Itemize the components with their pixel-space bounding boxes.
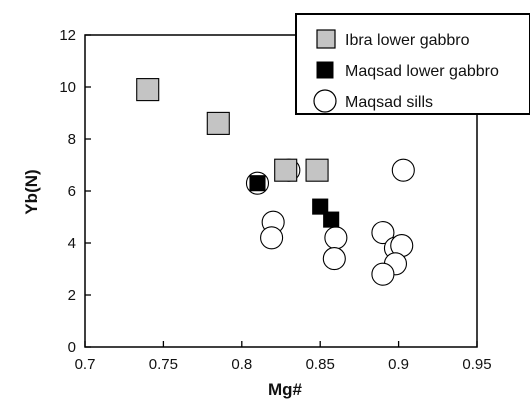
- x-tick-label: 0.7: [75, 356, 96, 373]
- y-tick-label: 8: [68, 131, 76, 148]
- x-tick-label: 0.8: [231, 356, 252, 373]
- y-axis-title: Yb(N): [22, 169, 41, 214]
- legend-marker-maqsad-lower-gabbro: [316, 61, 334, 79]
- data-point-ibra-lower-gabbro: [136, 78, 160, 102]
- legend: Ibra lower gabbro Maqsad lower gabbro Ma…: [295, 13, 530, 115]
- legend-marker-maqsad-sills: [313, 89, 337, 113]
- data-point-maqsad-lower-gabbro: [323, 211, 340, 228]
- data-point-ibra-lower-gabbro: [274, 158, 298, 182]
- data-point-maqsad-lower-gabbro: [249, 175, 266, 192]
- y-tick-label: 12: [59, 27, 76, 44]
- legend-label-ibra-lower-gabbro: Ibra lower gabbro: [345, 32, 470, 49]
- data-point-ibra-lower-gabbro: [305, 158, 329, 182]
- legend-marker-ibra-lower-gabbro: [316, 29, 336, 49]
- y-tick-label: 2: [68, 287, 76, 304]
- data-point-maqsad-sills: [391, 158, 415, 182]
- x-tick-label: 0.95: [462, 356, 491, 373]
- y-tick-label: 0: [68, 339, 76, 356]
- data-point-maqsad-sills: [260, 226, 284, 250]
- y-tick-label: 4: [68, 235, 76, 252]
- y-tick-label: 10: [59, 79, 76, 96]
- legend-label-maqsad-sills: Maqsad sills: [345, 94, 433, 111]
- axis-ticks-group: 0.7 0.75 0.8 0.85 0.9 0.95 0 2 4 6 8 10 12: [59, 27, 491, 373]
- x-tick-label: 0.75: [149, 356, 178, 373]
- data-point-maqsad-sills: [371, 221, 395, 245]
- data-point-maqsad-sills: [371, 262, 395, 286]
- data-points-group: [136, 78, 415, 286]
- data-point-maqsad-sills: [322, 247, 346, 271]
- data-point-ibra-lower-gabbro: [206, 111, 230, 135]
- data-point-maqsad-sills: [324, 226, 348, 250]
- legend-label-maqsad-lower-gabbro: Maqsad lower gabbro: [345, 63, 499, 80]
- data-point-maqsad-lower-gabbro: [312, 198, 329, 215]
- x-tick-label: 0.9: [388, 356, 409, 373]
- x-tick-label: 0.85: [306, 356, 335, 373]
- x-axis-title: Mg#: [268, 380, 303, 399]
- y-tick-label: 6: [68, 183, 76, 200]
